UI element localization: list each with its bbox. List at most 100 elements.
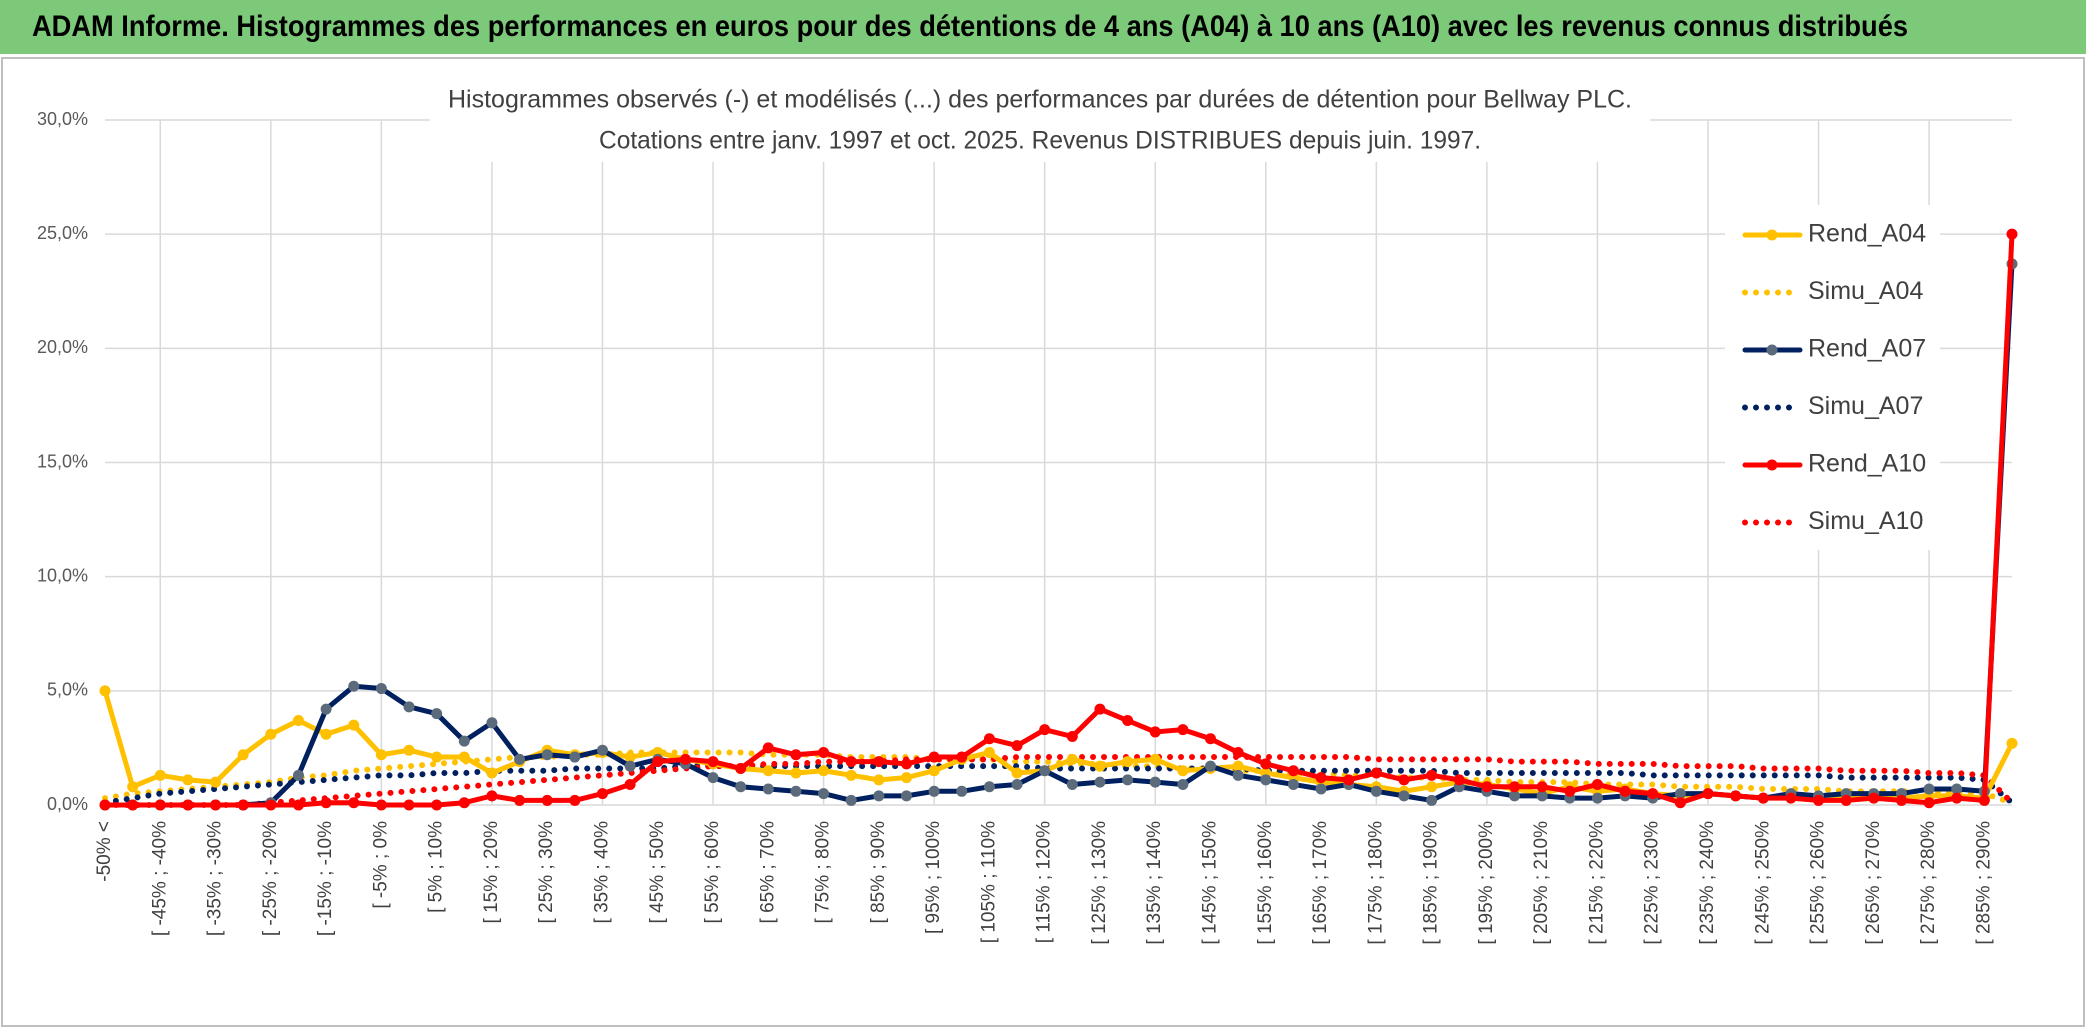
x-tick-label: [ -35% ; -30% xyxy=(205,821,226,936)
x-tick-label: [ 135% ; 140% xyxy=(1144,821,1165,945)
marker xyxy=(1951,792,1963,804)
marker xyxy=(818,788,830,800)
marker xyxy=(210,776,222,788)
x-tick-label: [ 65% ; 70% xyxy=(757,821,778,924)
marker xyxy=(1509,790,1521,802)
marker xyxy=(1951,783,1963,795)
marker xyxy=(1232,746,1244,758)
marker xyxy=(1177,778,1189,790)
marker xyxy=(1066,753,1078,765)
marker xyxy=(514,753,526,765)
marker xyxy=(928,765,940,777)
chart-subtitle: Cotations entre janv. 1997 et oct. 2025.… xyxy=(599,127,1481,155)
marker xyxy=(1868,792,1880,804)
marker xyxy=(1923,797,1935,809)
marker xyxy=(762,783,774,795)
marker xyxy=(1398,790,1410,802)
marker xyxy=(1122,774,1134,786)
x-tick-label: [ 95% ; 100% xyxy=(923,821,944,934)
x-tick-label: [ 175% ; 180% xyxy=(1365,821,1386,945)
marker xyxy=(1426,769,1438,781)
marker xyxy=(127,799,139,811)
marker xyxy=(458,751,470,763)
series-line xyxy=(102,261,2015,808)
marker xyxy=(928,785,940,797)
chart-frame xyxy=(1,57,2085,1027)
marker xyxy=(1122,715,1134,727)
marker xyxy=(1315,783,1327,795)
x-tick-label: [ 25% ; 30% xyxy=(536,821,557,924)
marker xyxy=(1481,781,1493,793)
x-tick-label: [ -5% ; 0% xyxy=(370,821,391,909)
marker xyxy=(845,769,857,781)
x-tick-label: [ -25% ; -20% xyxy=(260,821,281,936)
marker xyxy=(624,751,636,763)
marker xyxy=(292,769,304,781)
marker xyxy=(320,797,332,809)
x-tick-label: [ 125% ; 130% xyxy=(1089,821,1110,945)
marker xyxy=(1066,778,1078,790)
y-tick-label: 20,0% xyxy=(37,337,88,357)
marker xyxy=(624,778,636,790)
marker xyxy=(375,799,387,811)
marker xyxy=(1813,794,1825,806)
legend-label: Rend_A04 xyxy=(1808,220,1926,248)
marker xyxy=(1149,726,1161,738)
marker xyxy=(1398,774,1410,786)
marker xyxy=(514,794,526,806)
grid: 0,0% 5,0% 10,0% 15,0% 20,0% 25,0% 30,0% -50% < [… xyxy=(37,109,2012,945)
marker xyxy=(1177,765,1189,777)
marker xyxy=(182,774,194,786)
x-tick-label: [ 5% ; 10% xyxy=(426,821,447,913)
marker xyxy=(375,683,387,695)
marker xyxy=(431,708,443,720)
marker xyxy=(182,799,194,811)
marker xyxy=(2006,228,2018,240)
legend-label: Simu_A04 xyxy=(1808,277,1923,305)
marker xyxy=(818,746,830,758)
marker xyxy=(983,781,995,793)
marker xyxy=(652,756,664,768)
marker xyxy=(403,744,415,756)
x-tick-label: [ 275% ; 280% xyxy=(1918,821,1939,945)
marker xyxy=(1094,776,1106,788)
y-tick-label: 25,0% xyxy=(37,223,88,243)
marker xyxy=(99,799,111,811)
x-tick-label: [ 145% ; 150% xyxy=(1200,821,1221,945)
x-tick-label: [ 45% ; 50% xyxy=(647,821,668,924)
marker xyxy=(845,756,857,768)
x-tick-label: [ 75% ; 80% xyxy=(813,821,834,924)
marker xyxy=(458,797,470,809)
y-tick-label: 0,0% xyxy=(47,794,88,814)
marker xyxy=(348,719,360,731)
marker xyxy=(403,701,415,713)
x-tick-label: [ 205% ; 210% xyxy=(1531,821,1552,945)
marker xyxy=(265,799,277,811)
header-bar xyxy=(0,0,2086,54)
marker xyxy=(790,767,802,779)
marker xyxy=(458,735,470,747)
x-tick-label: [ 185% ; 190% xyxy=(1421,821,1442,945)
marker xyxy=(1287,778,1299,790)
marker xyxy=(1923,783,1935,795)
legend-marker xyxy=(1766,229,1778,241)
marker xyxy=(210,799,222,811)
marker xyxy=(1260,774,1272,786)
marker xyxy=(1370,785,1382,797)
marker xyxy=(790,749,802,761)
marker xyxy=(1287,765,1299,777)
marker xyxy=(1619,785,1631,797)
x-tick-label: [ 195% ; 200% xyxy=(1476,821,1497,945)
marker xyxy=(292,799,304,811)
marker xyxy=(735,762,747,774)
x-tick-label: [ 155% ; 160% xyxy=(1255,821,1276,945)
marker xyxy=(127,781,139,793)
x-tick-label: [ 105% ; 110% xyxy=(978,821,999,943)
marker xyxy=(900,790,912,802)
legend-label: Simu_A10 xyxy=(1808,507,1923,535)
marker xyxy=(2006,737,2018,749)
marker xyxy=(873,774,885,786)
x-tick-label: [ 225% ; 230% xyxy=(1642,821,1663,945)
legend-label: Rend_A07 xyxy=(1808,335,1926,363)
marker xyxy=(154,799,166,811)
